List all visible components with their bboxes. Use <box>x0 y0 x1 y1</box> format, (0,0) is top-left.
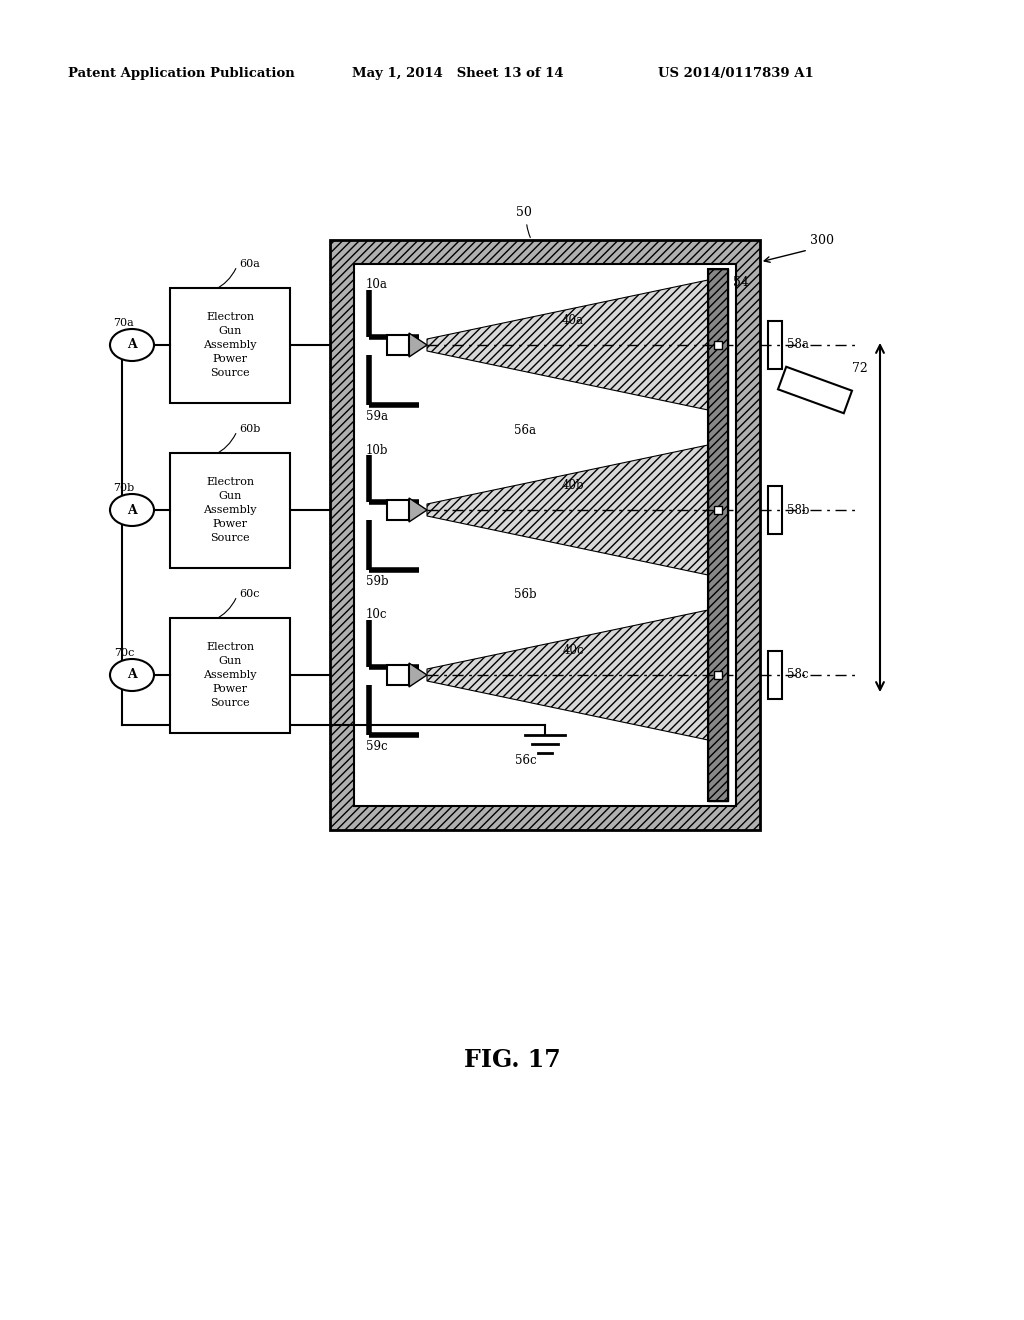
Bar <box>768 486 782 535</box>
Ellipse shape <box>110 494 154 525</box>
Text: 50: 50 <box>515 206 531 219</box>
Text: 40b: 40b <box>562 479 585 492</box>
Text: 70b: 70b <box>114 483 134 492</box>
Polygon shape <box>409 333 427 356</box>
Bar <box>330 240 760 830</box>
Ellipse shape <box>110 329 154 360</box>
Polygon shape <box>427 610 708 741</box>
Bar <box>387 335 409 355</box>
Text: 58a: 58a <box>787 338 809 351</box>
Bar <box>708 269 728 801</box>
Bar <box>387 500 409 520</box>
Text: A: A <box>127 503 137 516</box>
Text: 10a: 10a <box>366 279 388 292</box>
Text: 56c: 56c <box>514 754 537 767</box>
Text: 40a: 40a <box>562 314 584 327</box>
Text: Electron
Gun
Assembly
Power
Source: Electron Gun Assembly Power Source <box>203 642 257 708</box>
Bar <box>714 671 722 678</box>
Text: 58b: 58b <box>787 503 810 516</box>
Text: Electron
Gun
Assembly
Power
Source: Electron Gun Assembly Power Source <box>203 312 257 378</box>
Ellipse shape <box>110 659 154 690</box>
Text: FIG. 17: FIG. 17 <box>464 1048 560 1072</box>
Text: 58c: 58c <box>787 668 809 681</box>
Text: 72: 72 <box>852 362 867 375</box>
Bar <box>778 367 852 413</box>
Polygon shape <box>427 445 708 576</box>
Text: 59a: 59a <box>366 411 388 422</box>
Text: Electron
Gun
Assembly
Power
Source: Electron Gun Assembly Power Source <box>203 477 257 543</box>
Text: 10c: 10c <box>366 609 387 622</box>
Text: 56a: 56a <box>514 424 537 437</box>
Text: A: A <box>127 338 137 351</box>
Text: 40c: 40c <box>562 644 584 657</box>
Text: Patent Application Publication: Patent Application Publication <box>68 67 295 81</box>
Bar <box>170 618 290 733</box>
Polygon shape <box>409 663 427 686</box>
Bar <box>768 651 782 700</box>
Text: 54: 54 <box>733 276 749 289</box>
Bar <box>768 321 782 370</box>
Text: 300: 300 <box>810 234 834 247</box>
Text: 59b: 59b <box>366 576 389 587</box>
Text: US 2014/0117839 A1: US 2014/0117839 A1 <box>658 67 814 81</box>
Bar <box>714 341 722 348</box>
Text: May 1, 2014   Sheet 13 of 14: May 1, 2014 Sheet 13 of 14 <box>352 67 563 81</box>
Text: 60a: 60a <box>239 259 260 269</box>
Bar <box>170 288 290 403</box>
Text: A: A <box>127 668 137 681</box>
Bar <box>170 453 290 568</box>
Text: 70a: 70a <box>114 318 134 327</box>
Polygon shape <box>409 498 427 521</box>
Bar <box>387 665 409 685</box>
Text: 60c: 60c <box>239 589 259 599</box>
Polygon shape <box>427 280 708 411</box>
Text: 59c: 59c <box>366 741 388 752</box>
Bar <box>708 269 728 801</box>
Text: 56b: 56b <box>514 589 537 602</box>
Text: 10b: 10b <box>366 444 388 457</box>
Bar <box>354 264 736 807</box>
Bar <box>714 506 722 513</box>
Text: 60b: 60b <box>239 424 260 434</box>
Text: 70c: 70c <box>114 648 134 657</box>
